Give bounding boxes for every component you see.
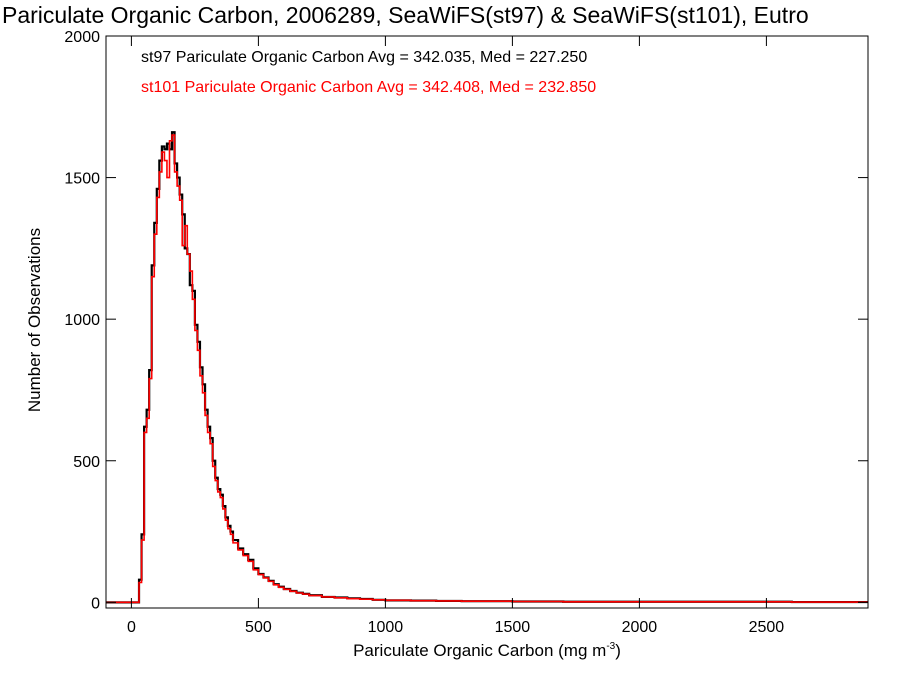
y-tick-label-2000: 2000 bbox=[64, 29, 100, 46]
y-axis-label: Number of Observations bbox=[25, 228, 44, 412]
x-axis-label-text: Pariculate Organic Carbon (mg m bbox=[353, 641, 606, 660]
legend-entry-st97: st97 Pariculate Organic Carbon Avg = 342… bbox=[141, 49, 587, 66]
plot-frame bbox=[105, 35, 869, 609]
series-line-st101 bbox=[106, 134, 868, 604]
x-tick-label-1000: 1000 bbox=[368, 619, 404, 636]
chart-title: Pariculate Organic Carbon, 2006289, SeaW… bbox=[2, 2, 809, 28]
legend-entry-st101: st101 Pariculate Organic Carbon Avg = 34… bbox=[141, 79, 596, 96]
series-layer bbox=[106, 131, 868, 604]
x-axis: 0 500 1000 1500 2000 2500 bbox=[127, 36, 784, 636]
y-tick-label-1500: 1500 bbox=[64, 171, 100, 188]
x-tick-label-2000: 2000 bbox=[622, 619, 658, 636]
x-axis-label: Pariculate Organic Carbon (mg m-3) bbox=[353, 641, 621, 660]
x-tick-label-1500: 1500 bbox=[495, 619, 531, 636]
y-tick-label-500: 500 bbox=[73, 454, 100, 471]
y-tick-label-0: 0 bbox=[91, 595, 100, 612]
x-tick-label-2500: 2500 bbox=[749, 619, 785, 636]
x-tick-label-500: 500 bbox=[245, 619, 272, 636]
x-tick-label-0: 0 bbox=[127, 619, 136, 636]
x-axis-label-end: ) bbox=[615, 641, 621, 660]
series-line-st97 bbox=[106, 131, 868, 604]
plot-area bbox=[105, 35, 869, 609]
y-tick-label-1000: 1000 bbox=[64, 312, 100, 329]
y-axis: 0 500 1000 1500 2000 bbox=[64, 29, 868, 612]
x-axis-label-superscript: -3 bbox=[606, 641, 615, 652]
